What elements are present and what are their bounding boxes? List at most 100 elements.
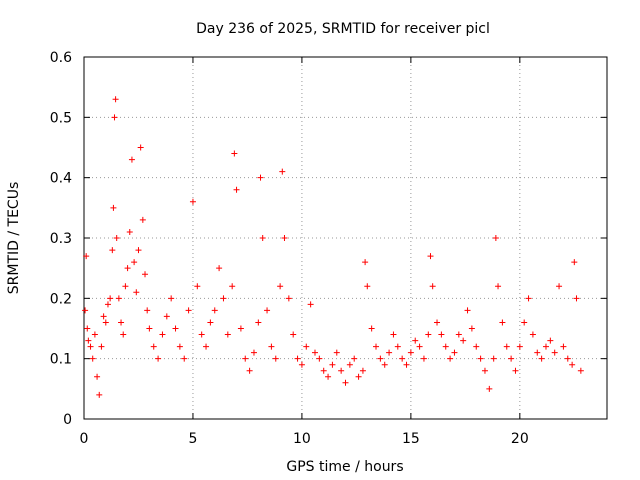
data-point (133, 289, 140, 296)
data-point (338, 367, 345, 374)
data-point (89, 355, 96, 362)
data-point (91, 331, 98, 338)
data-point (146, 325, 153, 332)
data-point (128, 156, 135, 163)
data-point (104, 301, 111, 308)
data-point (100, 313, 107, 320)
data-point (438, 331, 445, 338)
data-point (529, 331, 536, 338)
data-point (155, 355, 162, 362)
y-axis-label: SRMTID / TECUs (6, 182, 22, 295)
data-point (168, 295, 175, 302)
data-point (325, 373, 332, 380)
x-tick-label: 0 (80, 431, 89, 447)
data-point (311, 349, 318, 356)
data-point (87, 343, 94, 350)
y-tick-label: 0.1 (50, 352, 72, 368)
data-point (525, 295, 532, 302)
data-point (429, 283, 436, 290)
data-point (159, 331, 166, 338)
data-point (316, 355, 323, 362)
data-point (264, 307, 271, 314)
chart-title: Day 236 of 2025, SRMTID for receiver pic… (196, 21, 490, 37)
data-point (94, 373, 101, 380)
data-point (329, 361, 336, 368)
data-point (571, 259, 578, 266)
data-point (118, 319, 125, 326)
data-point (290, 331, 297, 338)
data-point (377, 355, 384, 362)
data-point (427, 253, 434, 260)
data-point (107, 295, 114, 302)
data-point (131, 259, 138, 266)
data-point (207, 319, 214, 326)
data-point (198, 331, 205, 338)
data-point (98, 343, 105, 350)
data-point (460, 337, 467, 344)
y-tick-label: 0.4 (50, 171, 72, 187)
data-point (250, 349, 257, 356)
data-point (126, 228, 133, 235)
data-point (211, 307, 218, 314)
data-point (542, 343, 549, 350)
data-point (499, 319, 506, 326)
data-point (503, 343, 510, 350)
data-point (569, 361, 576, 368)
data-point (172, 325, 179, 332)
data-point (464, 307, 471, 314)
data-point (351, 355, 358, 362)
data-point (285, 295, 292, 302)
data-point (85, 337, 92, 344)
data-point (455, 331, 462, 338)
data-point (96, 391, 103, 398)
data-point (181, 355, 188, 362)
data-point (403, 361, 410, 368)
data-point (534, 349, 541, 356)
data-point (113, 235, 120, 241)
data-point (490, 355, 497, 362)
data-point (381, 361, 388, 368)
y-tick-label: 0 (63, 412, 72, 428)
data-point (189, 198, 196, 205)
data-point (203, 343, 210, 350)
data-point (120, 331, 127, 338)
data-point (547, 337, 554, 344)
data-point (516, 343, 523, 350)
data-point (231, 150, 238, 157)
data-point (508, 355, 515, 362)
data-point (268, 343, 275, 350)
data-point (386, 349, 393, 356)
data-point (303, 343, 310, 350)
data-point (333, 349, 340, 356)
data-point (144, 307, 151, 314)
data-point (112, 96, 119, 103)
data-point (294, 355, 301, 362)
data-point (425, 331, 432, 338)
data-point (102, 319, 109, 326)
data-point (111, 114, 118, 121)
data-point (298, 361, 305, 368)
data-point (246, 367, 253, 374)
data-point (412, 337, 419, 344)
data-point (142, 271, 149, 278)
data-point (556, 283, 563, 290)
data-point (512, 367, 519, 374)
axis-ticks: 0 5 10 15 20 0 0.1 0.2 0.3 0.4 0.5 0.6 (50, 50, 607, 447)
data-point (390, 331, 397, 338)
data-point (109, 247, 116, 254)
data-point (362, 259, 369, 266)
y-tick-label: 0.5 (50, 110, 72, 126)
data-point (564, 355, 571, 362)
y-tick-label: 0.3 (50, 231, 72, 247)
data-point (281, 235, 288, 241)
data-point (255, 319, 262, 326)
data-point (364, 283, 371, 290)
data-point (122, 283, 129, 290)
data-point (359, 367, 366, 374)
data-point (163, 313, 170, 320)
data-point (481, 367, 488, 374)
data-point (229, 283, 236, 290)
data-point (486, 385, 493, 392)
data-point (399, 355, 406, 362)
data-point (447, 355, 454, 362)
